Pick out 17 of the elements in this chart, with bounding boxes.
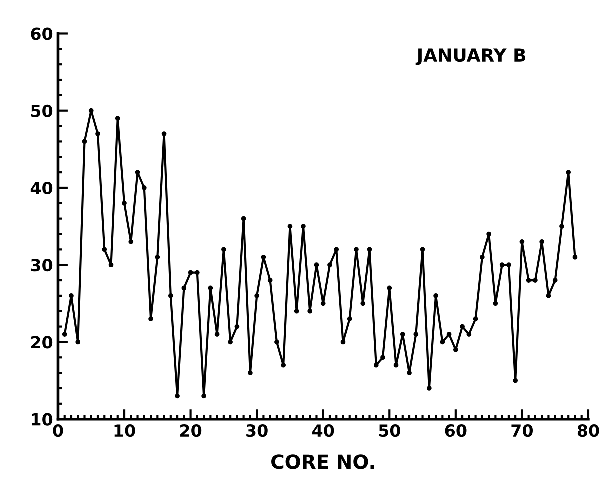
x-tick-label: 20 [180,424,202,438]
x-tick-label: 40 [312,424,334,438]
x-tick-label: 60 [445,424,467,438]
y-tick-label: 60 [31,28,53,40]
x-tick-label: 70 [512,424,533,438]
y-tick-label: 50 [31,104,53,118]
y-tick-label: 20 [32,336,53,349]
text: JANUARY B [416,48,526,66]
y-tick-label: 30 [31,259,53,272]
y-tick-label: 40 [30,182,53,195]
x-tick-label: 0 [53,424,64,438]
x-tick-label: 50 [379,424,400,438]
x-axis-title: CORE NO. [272,454,374,470]
x-tick-label: 10 [114,424,136,438]
y-tick-label: 10 [32,413,53,426]
x-tick-label: 30 [246,424,268,438]
x-tick-label: 80 [578,424,600,438]
